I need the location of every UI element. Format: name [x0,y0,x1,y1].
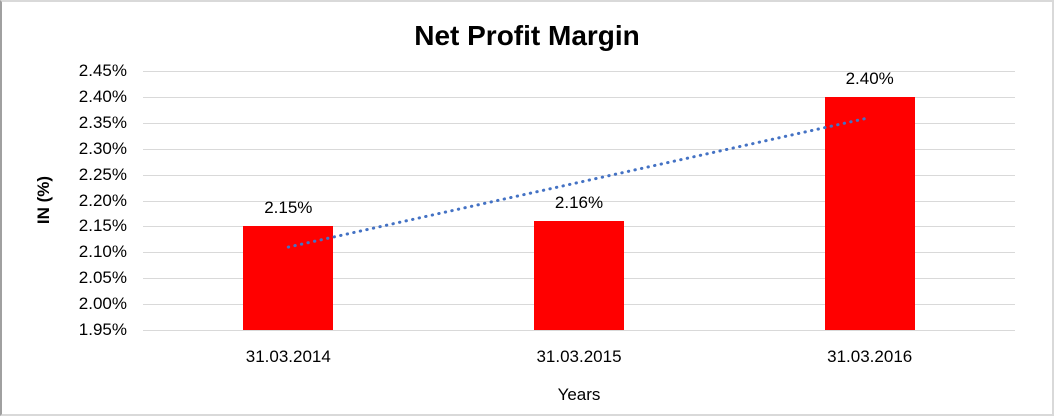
gridline [143,96,1015,98]
x-category-label: 31.03.2014 [245,347,331,366]
y-tick-label: 2.25% [78,164,127,184]
y-tick-label: 2.35% [78,112,127,132]
y-tick-label: 2.40% [78,86,127,106]
gridline [143,330,1015,331]
x-category-label: 31.03.2015 [536,347,622,366]
y-tick-label: 2.30% [78,138,127,158]
y-tick-label: 2.10% [78,242,127,262]
y-tick-label: 2.20% [78,190,127,210]
x-axis-title: Years [557,385,601,404]
y-tick-label: 2.45% [78,61,127,80]
y-tick-label: 2.00% [78,294,127,314]
y-tick-label: 1.95% [78,320,127,339]
x-category-label: 31.03.2016 [827,347,913,366]
plot-area: 2.15% 2.16% 2.40% [143,68,1015,331]
bar-data-label: 2.40% [845,68,894,88]
y-tick-label: 2.15% [78,216,127,236]
chart-title: Net Profit Margin [414,20,640,51]
gridline [143,71,1015,72]
y-tick-label: 2.05% [78,268,127,288]
